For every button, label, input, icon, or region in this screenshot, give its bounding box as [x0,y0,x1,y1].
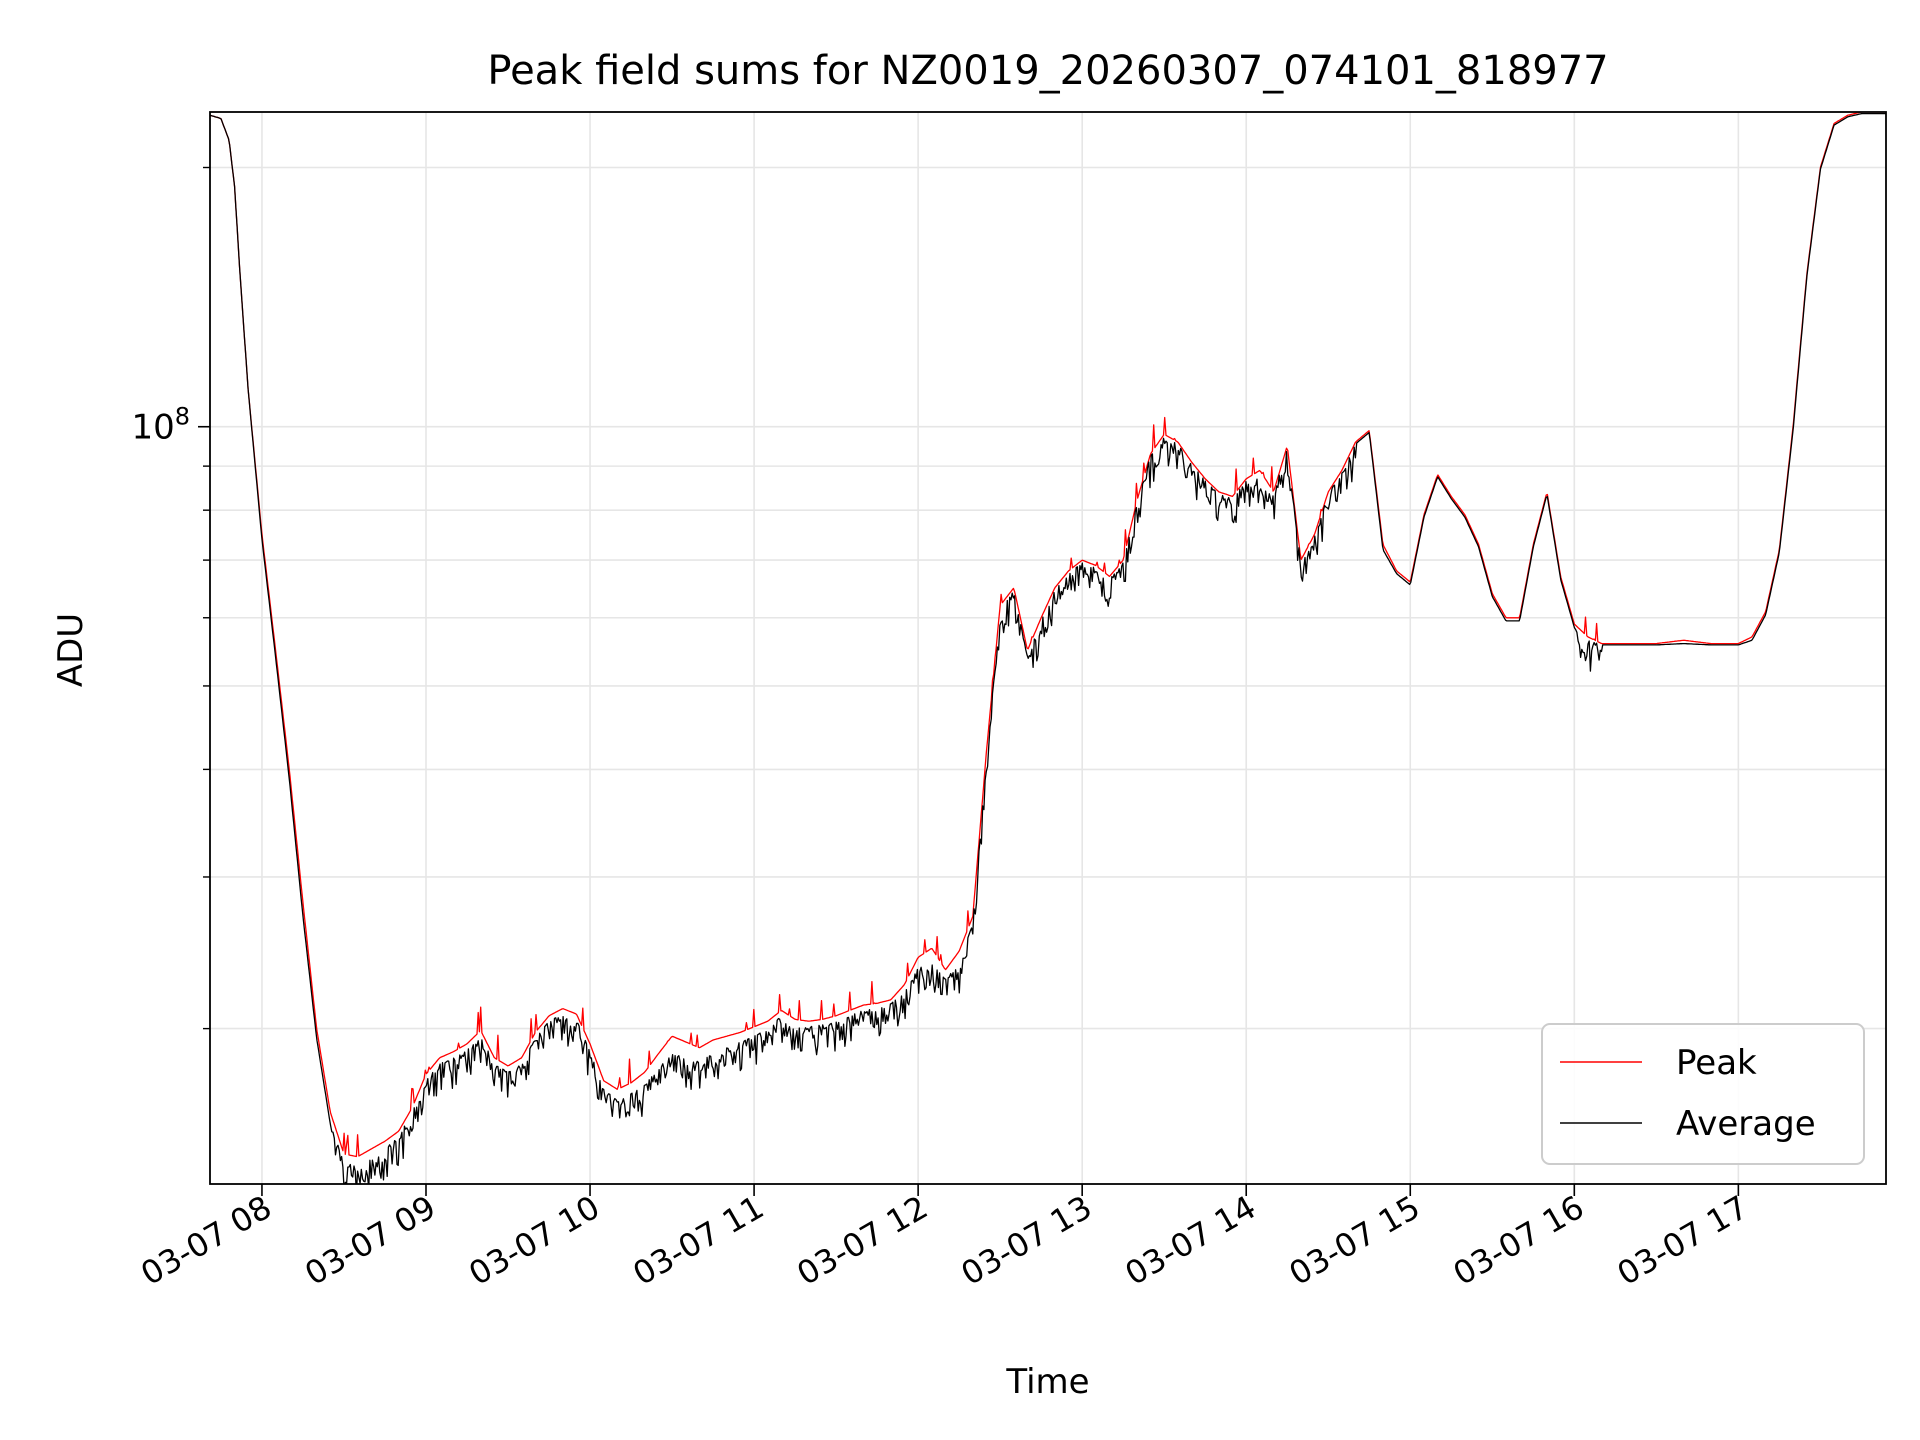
grid [210,112,1886,1184]
x-axis-label: Time [1005,1362,1089,1402]
plot-frame [209,111,1887,1185]
legend-label-peak: Peak [1676,1043,1757,1083]
legend-box [1541,1023,1865,1165]
y-tick-label-exponent: 8 [175,403,190,431]
legend: Peak Average [1541,1023,1865,1165]
y-axis-label: ADU [51,613,91,687]
series-lines [210,112,1886,1184]
chart-title: Peak field sums for NZ0019_20260307_0741… [487,48,1608,94]
y-axis: 108 [131,166,210,1030]
y-tick-label-base: 10 [131,408,174,448]
series-line-average [210,112,1886,1184]
y-tick-label: 108 [131,403,190,448]
series-line-peak [210,112,1886,1158]
legend-label-average: Average [1676,1104,1816,1144]
